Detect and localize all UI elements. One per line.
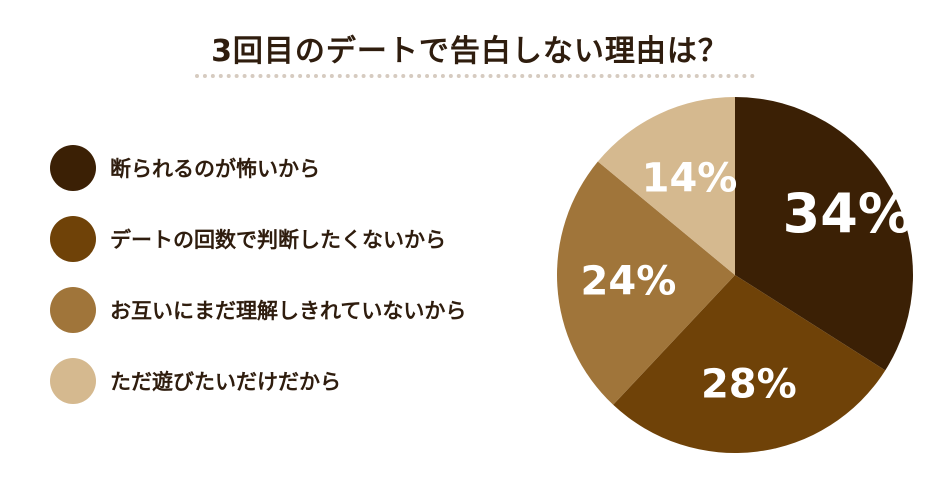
slice-label: 28% <box>701 361 797 407</box>
legend-swatch <box>50 287 96 333</box>
slice-label: 14% <box>642 155 738 201</box>
title-underline <box>195 74 755 78</box>
legend-item: 断られるのが怖いから <box>50 145 466 191</box>
legend-label: 断られるのが怖いから <box>110 157 320 181</box>
pie-slice <box>597 97 735 275</box>
legend: 断られるのが怖いから デートの回数で判断したくないから お互いにまだ理解しきれて… <box>50 145 466 429</box>
slice-label: 24% <box>581 259 677 305</box>
legend-swatch <box>50 358 96 404</box>
chart-title: 3回目のデートで告白しない理由は？ <box>211 34 729 69</box>
pie-slice <box>557 161 735 405</box>
pie-chart: 34% 28% 24% 14% <box>557 97 913 453</box>
legend-item: デートの回数で判断したくないから <box>50 216 466 262</box>
legend-item: ただ遊びたいだけだから <box>50 358 466 404</box>
legend-swatch <box>50 216 96 262</box>
legend-item: お互いにまだ理解しきれていないから <box>50 287 466 333</box>
pie-slice <box>735 97 913 371</box>
pie-slice <box>613 275 886 453</box>
legend-label: お互いにまだ理解しきれていないから <box>110 299 467 323</box>
legend-label: ただ遊びたいだけだから <box>110 370 341 394</box>
slice-label: 34% <box>783 182 912 245</box>
legend-label: デートの回数で判断したくないから <box>110 228 446 252</box>
legend-swatch <box>50 145 96 191</box>
